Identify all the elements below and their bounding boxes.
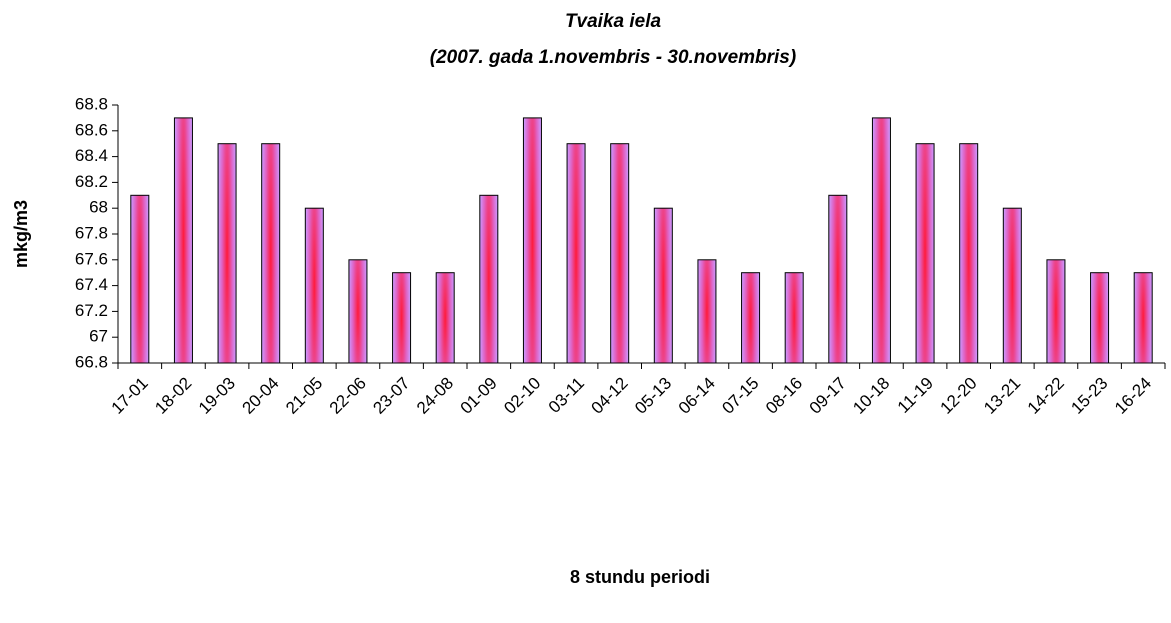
x-tick-label: 24-08	[413, 374, 457, 418]
x-tick-label: 23-07	[369, 374, 413, 418]
y-tick-label: 68.2	[75, 172, 108, 191]
bar	[435, 272, 455, 364]
bar	[1046, 259, 1066, 364]
y-tick-label: 67.8	[75, 223, 108, 242]
y-tick-label: 67.4	[75, 275, 108, 294]
x-tick-label: 20-04	[239, 374, 283, 418]
bar	[784, 272, 804, 364]
x-tick-label: 18-02	[151, 374, 195, 418]
x-tick-label: 03-11	[545, 374, 588, 417]
x-tick-label: 13-21	[980, 374, 1024, 418]
bar	[261, 143, 281, 364]
x-tick-label: 09-17	[806, 374, 850, 418]
bar	[653, 207, 673, 364]
bar	[1133, 272, 1153, 364]
bar	[522, 117, 542, 364]
x-tick-label: 22-06	[326, 374, 370, 418]
x-tick-label: 15-23	[1067, 374, 1111, 418]
bar	[217, 143, 237, 364]
y-tick-label: 67.2	[75, 301, 108, 320]
x-tick-label: 06-14	[675, 374, 719, 418]
x-tick-label: 05-13	[631, 374, 675, 418]
bar	[959, 143, 979, 364]
bar	[173, 117, 193, 364]
x-tick-label: 04-12	[588, 374, 632, 418]
bar	[348, 259, 368, 364]
x-tick-label: 21-05	[282, 374, 326, 418]
bar	[566, 143, 586, 364]
y-tick-label: 68.8	[75, 94, 108, 113]
bar	[1090, 272, 1110, 364]
bar	[479, 194, 499, 364]
x-tick-label: 08-16	[762, 374, 806, 418]
bar	[304, 207, 324, 364]
bar	[392, 272, 412, 364]
x-tick-label: 12-20	[937, 374, 981, 418]
x-tick-label: 11-19	[894, 374, 937, 417]
bar	[871, 117, 891, 364]
chart-title: Tvaika iela	[565, 11, 662, 32]
x-tick-label: 19-03	[195, 374, 239, 418]
x-tick-label: 10-18	[849, 374, 893, 418]
y-tick-label: 68.6	[75, 120, 108, 139]
bar	[697, 259, 717, 364]
bar	[915, 143, 935, 364]
chart-subtitle: (2007. gada 1.novembris - 30.novembris)	[430, 47, 796, 68]
x-tick-label: 16-24	[1111, 374, 1155, 418]
y-tick-label: 68	[89, 198, 108, 217]
bar	[130, 194, 150, 364]
y-tick-label: 67	[89, 327, 108, 346]
y-axis-title: mkg/m3	[11, 200, 31, 268]
x-axis-title: 8 stundu periodi	[570, 567, 710, 587]
bar	[741, 272, 761, 364]
x-tick-label: 02-10	[500, 374, 544, 418]
x-tick-label: 14-22	[1024, 374, 1068, 418]
bar	[610, 143, 630, 364]
x-tick-label: 17-01	[108, 374, 152, 418]
x-tick-label: 07-15	[718, 374, 762, 418]
y-tick-label: 68.4	[75, 146, 108, 165]
bar	[1002, 207, 1022, 364]
x-tick-label: 01-09	[457, 374, 501, 418]
y-tick-label: 66.8	[75, 352, 108, 371]
y-tick-label: 67.6	[75, 249, 108, 268]
bar	[828, 194, 848, 364]
